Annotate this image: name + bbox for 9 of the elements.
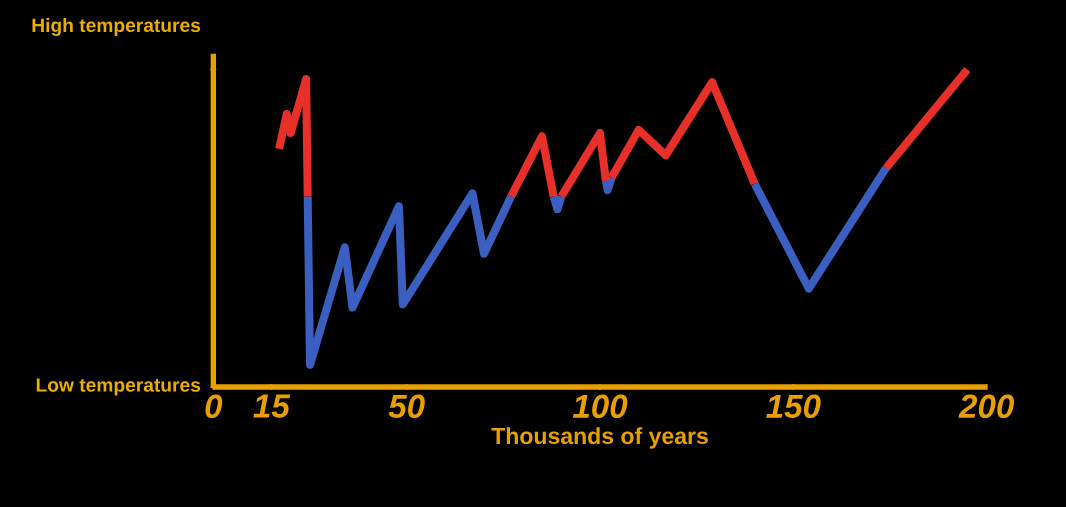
x-tick-label: 15 [253, 394, 291, 418]
x-tick-label: 50 [388, 394, 425, 419]
x-tick-label: 200 [958, 394, 1015, 419]
x-tick-label: 150 [766, 394, 821, 419]
text: High temperatures [32, 18, 201, 36]
x-tick-label: 0 [205, 394, 223, 419]
x-axis-title: Thousands of years [491, 427, 708, 449]
text: Low temperatures [36, 378, 201, 396]
x-tick-label: 100 [572, 394, 628, 419]
